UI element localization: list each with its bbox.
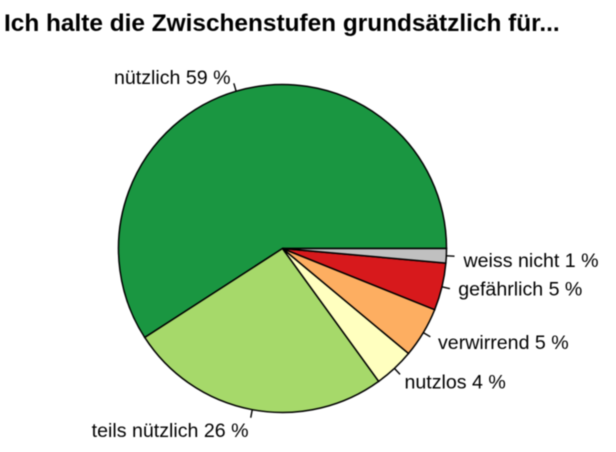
svg-text:weiss nicht 1 %: weiss nicht 1 % bbox=[463, 250, 599, 272]
svg-text:gefährlich 5 %: gefährlich 5 % bbox=[458, 279, 582, 301]
svg-text:verwirrend 5 %: verwirrend 5 % bbox=[438, 332, 569, 354]
svg-text:teils nützlich 26 %: teils nützlich 26 % bbox=[92, 420, 249, 442]
svg-text:nützlich 59 %: nützlich 59 % bbox=[114, 67, 231, 89]
svg-text:nutzlos 4 %: nutzlos 4 % bbox=[405, 371, 506, 393]
svg-text:Ich halte die Zwischenstufen g: Ich halte die Zwischenstufen grundsätzli… bbox=[4, 10, 560, 37]
